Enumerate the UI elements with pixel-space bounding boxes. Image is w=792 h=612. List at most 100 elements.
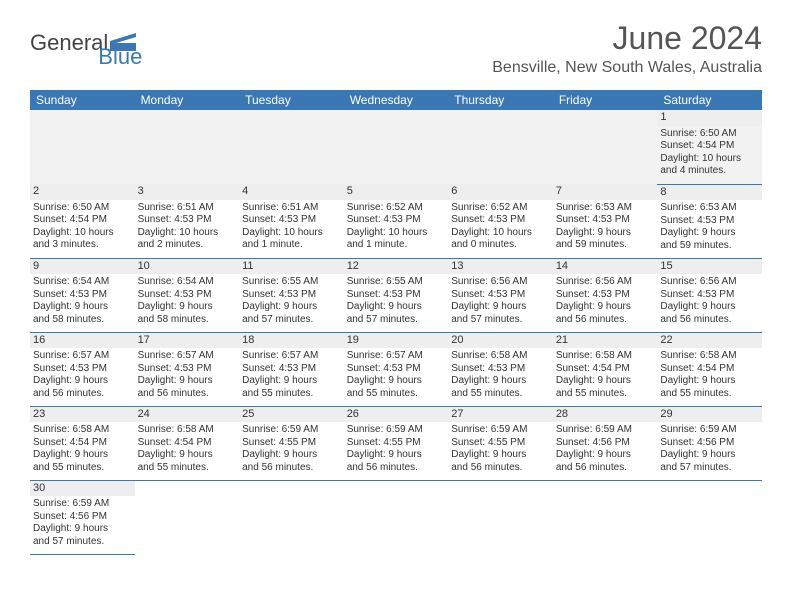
calendar-cell: 10Sunrise: 6:54 AMSunset: 4:53 PMDayligh… [135, 258, 240, 332]
day-number: 19 [344, 333, 449, 349]
day-number: 23 [30, 407, 135, 423]
daylight1-text: Daylight: 9 hours [556, 375, 655, 388]
calendar-cell: 30Sunrise: 6:59 AMSunset: 4:56 PMDayligh… [30, 480, 135, 554]
sunset-text: Sunset: 4:56 PM [660, 437, 759, 450]
calendar-cell: 21Sunrise: 6:58 AMSunset: 4:54 PMDayligh… [553, 332, 658, 406]
sunrise-text: Sunrise: 6:53 AM [556, 202, 655, 215]
day-number: 8 [657, 185, 762, 201]
calendar-cell: 3Sunrise: 6:51 AMSunset: 4:53 PMDaylight… [135, 184, 240, 258]
calendar-row: 1Sunrise: 6:50 AMSunset: 4:54 PMDaylight… [30, 110, 762, 184]
calendar-row: 9Sunrise: 6:54 AMSunset: 4:53 PMDaylight… [30, 258, 762, 332]
calendar-cell [344, 480, 449, 554]
sunset-text: Sunset: 4:54 PM [33, 214, 132, 227]
sunset-text: Sunset: 4:53 PM [33, 289, 132, 302]
daylight2-text: and 57 minutes. [242, 314, 341, 327]
calendar-cell: 29Sunrise: 6:59 AMSunset: 4:56 PMDayligh… [657, 406, 762, 480]
day-number: 22 [657, 333, 762, 349]
day-header: Saturday [657, 90, 762, 110]
day-number: 30 [30, 481, 135, 497]
daylight2-text: and 56 minutes. [138, 388, 237, 401]
day-header: Wednesday [344, 90, 449, 110]
daylight2-text: and 55 minutes. [347, 388, 446, 401]
sunset-text: Sunset: 4:56 PM [33, 511, 132, 524]
calendar-cell [553, 110, 658, 184]
daylight1-text: Daylight: 9 hours [660, 449, 759, 462]
calendar-cell: 20Sunrise: 6:58 AMSunset: 4:53 PMDayligh… [448, 332, 553, 406]
daylight2-text: and 3 minutes. [33, 239, 132, 252]
daylight2-text: and 2 minutes. [138, 239, 237, 252]
daylight2-text: and 58 minutes. [33, 314, 132, 327]
daylight2-text: and 56 minutes. [556, 314, 655, 327]
sunset-text: Sunset: 4:53 PM [660, 289, 759, 302]
daylight2-text: and 57 minutes. [33, 536, 132, 549]
calendar-cell: 19Sunrise: 6:57 AMSunset: 4:53 PMDayligh… [344, 332, 449, 406]
daylight1-text: Daylight: 9 hours [33, 375, 132, 388]
calendar-cell: 11Sunrise: 6:55 AMSunset: 4:53 PMDayligh… [239, 258, 344, 332]
sunrise-text: Sunrise: 6:52 AM [347, 202, 446, 215]
daylight2-text: and 59 minutes. [556, 239, 655, 252]
daylight1-text: Daylight: 9 hours [242, 301, 341, 314]
daylight2-text: and 57 minutes. [451, 314, 550, 327]
sunset-text: Sunset: 4:53 PM [347, 214, 446, 227]
daylight2-text: and 56 minutes. [33, 388, 132, 401]
sunrise-text: Sunrise: 6:58 AM [451, 350, 550, 363]
sunrise-text: Sunrise: 6:57 AM [33, 350, 132, 363]
day-number: 2 [30, 184, 135, 200]
calendar-cell: 7Sunrise: 6:53 AMSunset: 4:53 PMDaylight… [553, 184, 658, 258]
daylight2-text: and 57 minutes. [660, 462, 759, 475]
sunrise-text: Sunrise: 6:59 AM [556, 424, 655, 437]
calendar-row: 2Sunrise: 6:50 AMSunset: 4:54 PMDaylight… [30, 184, 762, 258]
daylight1-text: Daylight: 9 hours [556, 301, 655, 314]
calendar-cell: 12Sunrise: 6:55 AMSunset: 4:53 PMDayligh… [344, 258, 449, 332]
logo-text-blue: Blue [98, 44, 142, 70]
daylight2-text: and 0 minutes. [451, 239, 550, 252]
day-number: 6 [448, 184, 553, 200]
sunrise-text: Sunrise: 6:58 AM [660, 350, 759, 363]
sunset-text: Sunset: 4:54 PM [556, 363, 655, 376]
day-header: Monday [135, 90, 240, 110]
day-number: 1 [657, 110, 762, 126]
logo: General Blue [30, 30, 178, 56]
day-number: 14 [553, 259, 658, 275]
calendar-cell: 4Sunrise: 6:51 AMSunset: 4:53 PMDaylight… [239, 184, 344, 258]
day-number: 17 [135, 333, 240, 349]
sunrise-text: Sunrise: 6:58 AM [33, 424, 132, 437]
sunrise-text: Sunrise: 6:54 AM [138, 276, 237, 289]
sunrise-text: Sunrise: 6:51 AM [242, 202, 341, 215]
calendar-cell: 23Sunrise: 6:58 AMSunset: 4:54 PMDayligh… [30, 406, 135, 480]
calendar-cell: 14Sunrise: 6:56 AMSunset: 4:53 PMDayligh… [553, 258, 658, 332]
daylight1-text: Daylight: 9 hours [556, 449, 655, 462]
day-number: 11 [239, 259, 344, 275]
sunset-text: Sunset: 4:55 PM [347, 437, 446, 450]
day-header: Thursday [448, 90, 553, 110]
sunset-text: Sunset: 4:55 PM [242, 437, 341, 450]
day-header-row: Sunday Monday Tuesday Wednesday Thursday… [30, 90, 762, 110]
calendar-cell: 25Sunrise: 6:59 AMSunset: 4:55 PMDayligh… [239, 406, 344, 480]
sunrise-text: Sunrise: 6:55 AM [242, 276, 341, 289]
calendar-cell [448, 480, 553, 554]
daylight2-text: and 55 minutes. [660, 388, 759, 401]
calendar-cell [344, 110, 449, 184]
day-number: 26 [344, 407, 449, 423]
sunset-text: Sunset: 4:54 PM [660, 140, 759, 153]
calendar-cell: 16Sunrise: 6:57 AMSunset: 4:53 PMDayligh… [30, 332, 135, 406]
daylight2-text: and 59 minutes. [660, 240, 759, 253]
calendar-cell [135, 480, 240, 554]
sunrise-text: Sunrise: 6:59 AM [33, 498, 132, 511]
calendar-cell: 17Sunrise: 6:57 AMSunset: 4:53 PMDayligh… [135, 332, 240, 406]
calendar-cell [239, 480, 344, 554]
calendar-cell [657, 480, 762, 554]
calendar-cell: 9Sunrise: 6:54 AMSunset: 4:53 PMDaylight… [30, 258, 135, 332]
daylight2-text: and 58 minutes. [138, 314, 237, 327]
sunset-text: Sunset: 4:54 PM [33, 437, 132, 450]
sunset-text: Sunset: 4:53 PM [660, 215, 759, 228]
sunrise-text: Sunrise: 6:56 AM [660, 276, 759, 289]
daylight1-text: Daylight: 10 hours [33, 227, 132, 240]
calendar-cell: 28Sunrise: 6:59 AMSunset: 4:56 PMDayligh… [553, 406, 658, 480]
daylight2-text: and 56 minutes. [556, 462, 655, 475]
calendar-cell: 27Sunrise: 6:59 AMSunset: 4:55 PMDayligh… [448, 406, 553, 480]
sunrise-text: Sunrise: 6:57 AM [138, 350, 237, 363]
calendar-cell [448, 110, 553, 184]
calendar-row: 30Sunrise: 6:59 AMSunset: 4:56 PMDayligh… [30, 480, 762, 554]
sunset-text: Sunset: 4:53 PM [451, 289, 550, 302]
